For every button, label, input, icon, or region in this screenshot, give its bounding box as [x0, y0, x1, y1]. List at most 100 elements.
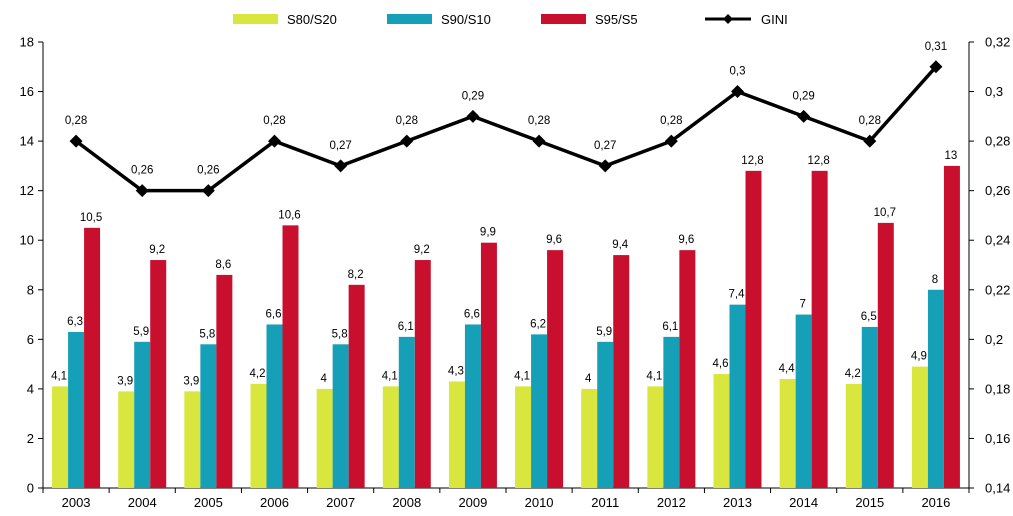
- gini-point: [929, 60, 943, 74]
- bar-data-label: 4,3: [448, 365, 464, 377]
- bar-s95-s5: [877, 222, 894, 488]
- bar-s80-s20: [448, 381, 465, 488]
- bar-s95-s5: [613, 255, 630, 488]
- left-axis-tick-label: 14: [20, 134, 34, 149]
- bar-s80-s20: [118, 391, 135, 488]
- bar-s90-s10: [927, 289, 944, 488]
- gini-point: [664, 134, 678, 148]
- right-axis-tick-label: 0,26: [985, 183, 1010, 198]
- gini-point: [135, 184, 149, 198]
- bar-s80-s20: [779, 378, 796, 488]
- bar-data-label: 9,2: [149, 244, 165, 256]
- bar-s80-s20: [911, 366, 928, 488]
- bar-data-label: 8,6: [215, 259, 231, 271]
- gini-data-label: 0,28: [65, 115, 87, 127]
- bar-data-label: 10,6: [278, 209, 300, 221]
- gini-data-label: 0,27: [594, 140, 616, 152]
- bar-s95-s5: [414, 260, 431, 488]
- gini-data-label: 0,29: [792, 90, 814, 102]
- bar-data-label: 4,1: [646, 370, 662, 382]
- bar-data-label: 9,9: [480, 227, 496, 239]
- bar-s80-s20: [581, 388, 598, 488]
- bar-s80-s20: [250, 383, 267, 488]
- x-axis-category-label: 2007: [326, 495, 355, 510]
- x-axis-category-label: 2012: [657, 495, 686, 510]
- bar-s80-s20: [52, 386, 69, 488]
- gini-data-label: 0,28: [528, 115, 550, 127]
- gini-data-label: 0,27: [329, 140, 351, 152]
- x-axis-category-label: 2015: [855, 495, 884, 510]
- x-axis-category-label: 2005: [194, 495, 223, 510]
- bar-data-label: 6,6: [266, 308, 282, 320]
- bar-data-label: 10,7: [874, 207, 896, 219]
- bar-data-label: 8: [932, 274, 938, 286]
- gini-data-label: 0,31: [925, 41, 947, 53]
- left-axis-tick-label: 10: [20, 233, 34, 248]
- bar-data-label: 12,8: [807, 155, 829, 167]
- bar-s90-s10: [729, 304, 746, 488]
- gini-data-label: 0,26: [131, 165, 153, 177]
- bar-s95-s5: [943, 165, 960, 488]
- gini-point: [466, 109, 480, 123]
- legend-label: S95/S5: [595, 12, 638, 27]
- bar-s90-s10: [332, 344, 349, 488]
- bar-data-label: 6,1: [398, 321, 414, 333]
- bar-s90-s10: [398, 336, 415, 488]
- bar-data-label: 9,2: [414, 244, 430, 256]
- bar-data-label: 4,4: [779, 363, 796, 375]
- gini-data-label: 0,28: [660, 115, 682, 127]
- bar-s80-s20: [647, 386, 664, 488]
- bar-data-label: 4: [320, 373, 327, 385]
- bar-data-label: 13: [945, 150, 958, 162]
- bar-s95-s5: [150, 260, 167, 488]
- gini-point: [797, 109, 811, 123]
- gini-point: [532, 134, 546, 148]
- bar-data-label: 3,9: [183, 375, 199, 387]
- bar-data-label: 9,4: [612, 239, 629, 251]
- bar-s90-s10: [266, 324, 283, 488]
- legend-swatch-s90-s10: [387, 14, 432, 24]
- left-axis-tick-label: 18: [20, 35, 34, 50]
- x-axis-category-label: 2008: [392, 495, 421, 510]
- gini-data-label: 0,28: [263, 115, 285, 127]
- right-axis-tick-label: 0,32: [985, 35, 1010, 50]
- bar-data-label: 8,2: [348, 269, 364, 281]
- bar-s90-s10: [663, 336, 680, 488]
- left-axis-tick-label: 12: [20, 183, 34, 198]
- bar-data-label: 4,1: [514, 370, 530, 382]
- gini-point: [598, 159, 612, 173]
- bar-s90-s10: [531, 334, 548, 488]
- bar-data-label: 5,8: [332, 328, 348, 340]
- x-axis-category-label: 2003: [62, 495, 91, 510]
- gini-point: [334, 159, 348, 173]
- bar-s80-s20: [713, 374, 730, 488]
- x-axis-category-label: 2010: [525, 495, 554, 510]
- bar-s80-s20: [382, 386, 399, 488]
- right-axis-tick-label: 0,28: [985, 134, 1010, 149]
- bar-s95-s5: [811, 170, 828, 488]
- gini-line: [75, 65, 938, 193]
- bar-s95-s5: [745, 170, 762, 488]
- bar-data-label: 4,9: [911, 351, 927, 363]
- bar-data-label: 3,9: [117, 375, 133, 387]
- bar-s95-s5: [547, 250, 564, 488]
- bar-s95-s5: [84, 227, 101, 489]
- bar-data-label: 5,9: [133, 326, 149, 338]
- bar-data-label: 5,8: [199, 328, 215, 340]
- legend-label: S80/S20: [287, 12, 337, 27]
- gini-point: [863, 134, 877, 148]
- bar-s80-s20: [515, 386, 532, 488]
- legend-swatch-s95-s5: [541, 14, 586, 24]
- bar-data-label: 9,6: [546, 234, 562, 246]
- legend-label: GINI: [761, 12, 788, 27]
- x-axis-category-label: 2009: [458, 495, 487, 510]
- x-axis-category-label: 2014: [789, 495, 818, 510]
- bar-s95-s5: [679, 250, 696, 488]
- gini-point: [69, 134, 83, 148]
- bar-s90-s10: [597, 341, 614, 488]
- left-axis-tick-label: 2: [27, 431, 34, 446]
- bar-data-label: 7,4: [729, 289, 746, 301]
- x-axis-category-label: 2013: [723, 495, 752, 510]
